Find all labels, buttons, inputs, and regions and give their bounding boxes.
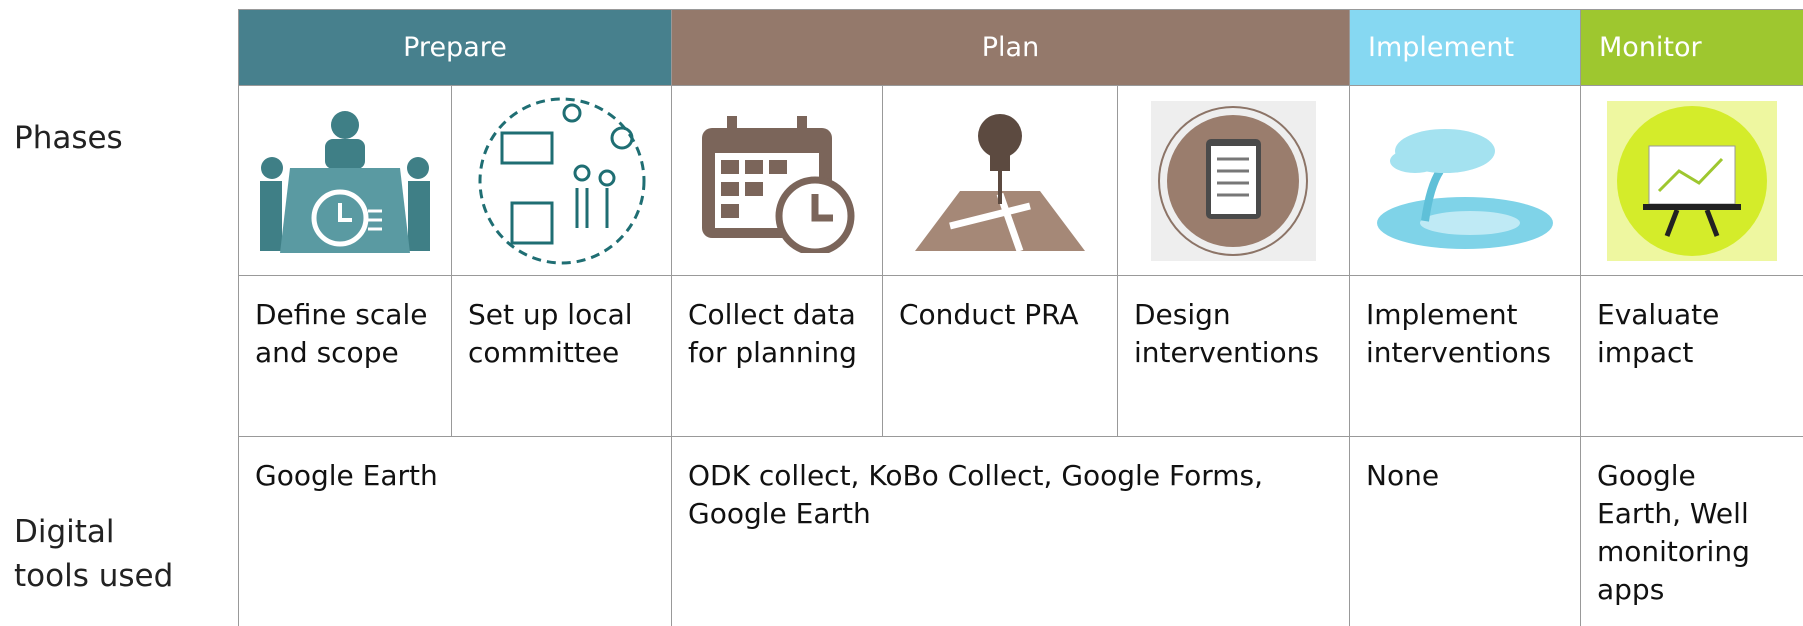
- icon-cell: [1350, 86, 1581, 276]
- icon-meeting: [260, 103, 430, 258]
- tools-text: None: [1350, 437, 1581, 626]
- step-text: Collect data for planning: [672, 276, 883, 437]
- phase-header: Implement: [1350, 9, 1581, 86]
- step-text: Define scale and scope: [238, 276, 452, 437]
- phase-header: Prepare: [238, 9, 672, 86]
- icon-cell: [452, 86, 672, 276]
- icon-cell: [1581, 86, 1803, 276]
- icon-cell: [883, 86, 1118, 276]
- icon-clipboard: [1151, 100, 1316, 261]
- icon-committee: [478, 97, 645, 265]
- icon-cell: [238, 86, 452, 276]
- icon-cell: [1118, 86, 1350, 276]
- tools-text: ODK collect, KoBo Collect, Google Forms,…: [672, 437, 1350, 626]
- step-text: Conduct PRA: [883, 276, 1118, 437]
- step-text: Design interventions: [1118, 276, 1350, 437]
- side-label: Digital tools used: [14, 514, 174, 594]
- side-label: Phases: [14, 120, 123, 156]
- phase-header: Plan: [672, 9, 1350, 86]
- step-text: Set up local committee: [452, 276, 672, 437]
- icon-chart-board: [1607, 100, 1777, 261]
- icon-cell: [672, 86, 883, 276]
- icon-calendar: [702, 116, 855, 253]
- icon-pond: [1377, 128, 1553, 249]
- phase-header: Monitor: [1581, 9, 1803, 86]
- tools-text: Google Earth: [238, 437, 672, 626]
- step-text: Implement interventions: [1350, 276, 1581, 437]
- step-text: Evaluate impact: [1581, 276, 1803, 437]
- icon-pin-map: [915, 113, 1085, 252]
- tools-text: Google Earth, Well monitoring apps: [1597, 459, 1750, 606]
